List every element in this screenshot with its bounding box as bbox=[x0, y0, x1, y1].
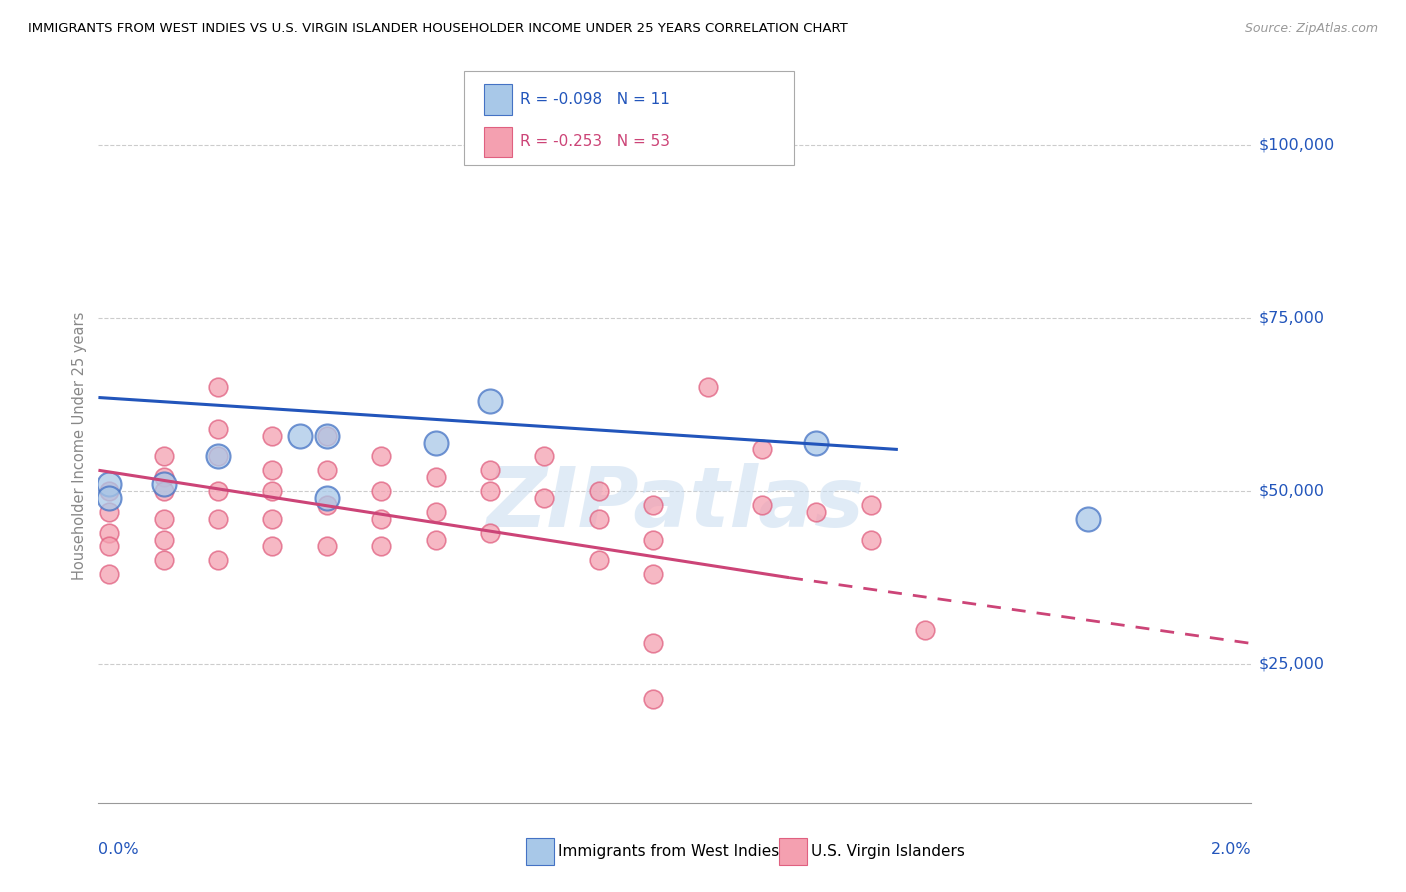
Text: Source: ZipAtlas.com: Source: ZipAtlas.com bbox=[1244, 22, 1378, 36]
Point bbox=[643, 498, 665, 512]
Point bbox=[207, 483, 229, 498]
Point bbox=[588, 512, 610, 526]
Text: $75,000: $75,000 bbox=[1258, 310, 1324, 326]
Point bbox=[207, 422, 229, 436]
Point bbox=[262, 428, 284, 442]
Point bbox=[315, 540, 337, 554]
Point bbox=[643, 567, 665, 582]
Point bbox=[152, 512, 174, 526]
Point bbox=[478, 483, 501, 498]
Point bbox=[98, 567, 121, 582]
Text: R = -0.098   N = 11: R = -0.098 N = 11 bbox=[520, 92, 671, 107]
Point bbox=[262, 463, 284, 477]
Point bbox=[751, 442, 773, 457]
Point bbox=[262, 512, 284, 526]
Point bbox=[315, 463, 337, 477]
Point bbox=[152, 533, 174, 547]
Point bbox=[806, 435, 828, 450]
Text: $25,000: $25,000 bbox=[1258, 657, 1324, 672]
Point bbox=[207, 450, 229, 464]
Text: 0.0%: 0.0% bbox=[98, 842, 139, 857]
Point bbox=[315, 428, 337, 442]
Y-axis label: Householder Income Under 25 years: Householder Income Under 25 years bbox=[72, 312, 87, 580]
Point bbox=[478, 463, 501, 477]
Point bbox=[262, 540, 284, 554]
Point bbox=[751, 498, 773, 512]
Point bbox=[315, 491, 337, 505]
Point bbox=[207, 380, 229, 394]
Point bbox=[288, 428, 311, 442]
Point bbox=[588, 483, 610, 498]
Point bbox=[98, 505, 121, 519]
Point bbox=[207, 512, 229, 526]
Point bbox=[425, 533, 447, 547]
Point bbox=[262, 483, 284, 498]
Point bbox=[533, 450, 555, 464]
Point bbox=[370, 540, 392, 554]
Point bbox=[806, 505, 828, 519]
Text: ZIPatlas: ZIPatlas bbox=[486, 463, 863, 543]
Point bbox=[152, 450, 174, 464]
Text: $100,000: $100,000 bbox=[1258, 137, 1334, 153]
Point bbox=[370, 512, 392, 526]
Point bbox=[207, 450, 229, 464]
Point bbox=[152, 470, 174, 484]
Point bbox=[859, 498, 882, 512]
Point bbox=[98, 477, 121, 491]
Text: 2.0%: 2.0% bbox=[1211, 842, 1251, 857]
Text: U.S. Virgin Islanders: U.S. Virgin Islanders bbox=[811, 845, 965, 859]
Point bbox=[533, 491, 555, 505]
Point bbox=[914, 623, 936, 637]
Point bbox=[98, 483, 121, 498]
Point bbox=[643, 636, 665, 650]
Point bbox=[152, 477, 174, 491]
Point bbox=[643, 691, 665, 706]
Point bbox=[152, 483, 174, 498]
Text: Immigrants from West Indies: Immigrants from West Indies bbox=[558, 845, 779, 859]
Point bbox=[425, 435, 447, 450]
Point bbox=[859, 533, 882, 547]
Point bbox=[425, 470, 447, 484]
Point bbox=[370, 450, 392, 464]
Point bbox=[425, 505, 447, 519]
Point bbox=[588, 553, 610, 567]
Point bbox=[478, 525, 501, 540]
Point bbox=[207, 553, 229, 567]
Point bbox=[98, 540, 121, 554]
Point bbox=[696, 380, 718, 394]
Point bbox=[152, 553, 174, 567]
Text: R = -0.253   N = 53: R = -0.253 N = 53 bbox=[520, 135, 671, 150]
Point bbox=[98, 491, 121, 505]
Point bbox=[643, 533, 665, 547]
Point bbox=[315, 428, 337, 442]
Point bbox=[98, 525, 121, 540]
Point bbox=[370, 483, 392, 498]
Text: $50,000: $50,000 bbox=[1258, 483, 1324, 499]
Point bbox=[478, 394, 501, 409]
Point bbox=[1077, 512, 1099, 526]
Point bbox=[315, 498, 337, 512]
Text: IMMIGRANTS FROM WEST INDIES VS U.S. VIRGIN ISLANDER HOUSEHOLDER INCOME UNDER 25 : IMMIGRANTS FROM WEST INDIES VS U.S. VIRG… bbox=[28, 22, 848, 36]
